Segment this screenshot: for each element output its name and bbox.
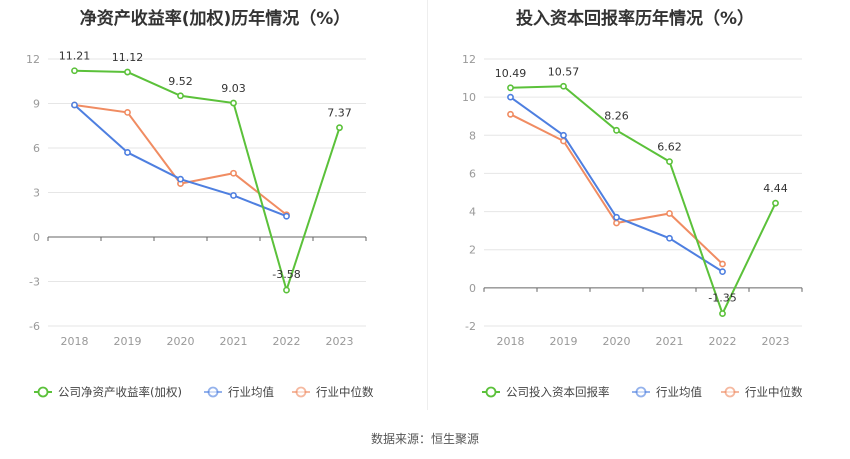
legend-label: 公司投入资本回报率 bbox=[506, 385, 610, 399]
y-tick-label: 12 bbox=[26, 53, 40, 66]
data-point bbox=[71, 101, 78, 109]
data-point bbox=[613, 213, 620, 221]
data-point bbox=[666, 158, 673, 166]
data-label: -1.35 bbox=[708, 292, 736, 305]
data-point bbox=[507, 93, 514, 101]
data-point bbox=[230, 169, 237, 177]
legend-label: 行业均值 bbox=[656, 385, 702, 399]
data-point bbox=[283, 212, 290, 220]
data-point bbox=[507, 110, 514, 118]
y-tick-label: 6 bbox=[469, 167, 476, 180]
data-point bbox=[666, 234, 673, 242]
series-line bbox=[509, 96, 724, 273]
x-tick-label: 2021 bbox=[220, 335, 248, 348]
y-tick-label: 0 bbox=[33, 231, 40, 244]
data-point bbox=[719, 268, 726, 276]
y-tick-label: 0 bbox=[469, 282, 476, 295]
y-tick-label: 2 bbox=[469, 244, 476, 257]
x-tick-label: 2021 bbox=[656, 335, 684, 348]
data-point bbox=[283, 286, 290, 294]
data-point bbox=[124, 68, 131, 76]
left-chart-title: 净资产收益率(加权)历年情况（%） bbox=[79, 9, 351, 29]
x-tick-label: 2020 bbox=[603, 335, 631, 348]
data-point bbox=[719, 310, 726, 318]
x-tick-label: 2019 bbox=[550, 335, 578, 348]
data-point bbox=[177, 175, 184, 183]
chart-divider bbox=[427, 0, 428, 410]
series-line bbox=[74, 69, 341, 294]
x-tick-label: 2018 bbox=[61, 335, 89, 348]
data-point bbox=[230, 99, 237, 107]
data-point bbox=[613, 126, 620, 134]
data-point bbox=[336, 124, 343, 132]
legend-swatch-marker bbox=[207, 386, 219, 398]
x-tick-label: 2022 bbox=[273, 335, 301, 348]
y-tick-label: 8 bbox=[469, 129, 476, 142]
data-point bbox=[772, 199, 779, 207]
x-tick-label: 2019 bbox=[114, 335, 142, 348]
data-point bbox=[613, 219, 620, 227]
data-point bbox=[560, 131, 567, 139]
data-label: 10.49 bbox=[495, 67, 527, 80]
y-tick-label: 10 bbox=[462, 91, 476, 104]
y-tick-label: 12 bbox=[462, 53, 476, 66]
data-point bbox=[560, 82, 567, 90]
series-line bbox=[73, 104, 287, 218]
y-tick-label: 4 bbox=[469, 206, 476, 219]
y-tick-label: -6 bbox=[29, 320, 40, 333]
right-chart-title: 投入资本回报率历年情况（%） bbox=[515, 9, 755, 29]
data-label: 6.62 bbox=[657, 141, 682, 154]
data-point bbox=[71, 67, 78, 75]
x-tick-label: 2023 bbox=[326, 335, 354, 348]
y-tick-label: -2 bbox=[465, 320, 476, 333]
x-tick-label: 2023 bbox=[762, 335, 790, 348]
y-tick-label: -3 bbox=[29, 276, 40, 289]
legend-swatch-marker bbox=[295, 386, 307, 398]
data-point bbox=[719, 260, 726, 268]
data-label: -3.58 bbox=[272, 268, 300, 281]
legend-swatch-marker bbox=[724, 386, 736, 398]
x-tick-label: 2018 bbox=[497, 335, 525, 348]
data-label: 7.37 bbox=[327, 107, 352, 120]
data-label: 9.52 bbox=[168, 75, 193, 88]
data-label: 9.03 bbox=[221, 82, 246, 95]
data-label: 4.44 bbox=[763, 182, 788, 195]
series-line bbox=[74, 103, 288, 216]
legend-swatch-marker bbox=[635, 386, 647, 398]
y-tick-label: 6 bbox=[33, 142, 40, 155]
series-line bbox=[510, 113, 724, 265]
legend-swatch-marker bbox=[485, 386, 497, 398]
x-tick-label: 2022 bbox=[709, 335, 737, 348]
data-point bbox=[507, 84, 514, 92]
data-source: 数据来源：恒生聚源 bbox=[370, 432, 479, 446]
legend-label: 行业中位数 bbox=[316, 385, 374, 399]
y-tick-label: 3 bbox=[33, 187, 40, 200]
data-label: 8.26 bbox=[604, 109, 629, 122]
data-point bbox=[666, 210, 673, 217]
data-label: 11.12 bbox=[112, 51, 144, 64]
series-line bbox=[510, 85, 777, 317]
data-point bbox=[124, 149, 131, 156]
data-label: 11.21 bbox=[59, 50, 91, 63]
data-point bbox=[177, 92, 184, 100]
x-tick-label: 2020 bbox=[167, 335, 195, 348]
legend-label: 行业中位数 bbox=[745, 385, 803, 399]
data-point bbox=[230, 192, 237, 199]
legend-label: 行业均值 bbox=[228, 385, 274, 399]
legend-swatch-marker bbox=[37, 386, 49, 398]
data-point bbox=[124, 109, 131, 116]
data-label: 10.57 bbox=[548, 65, 580, 78]
y-tick-label: 9 bbox=[33, 98, 40, 111]
legend-label: 公司净资产收益率(加权) bbox=[58, 385, 182, 399]
